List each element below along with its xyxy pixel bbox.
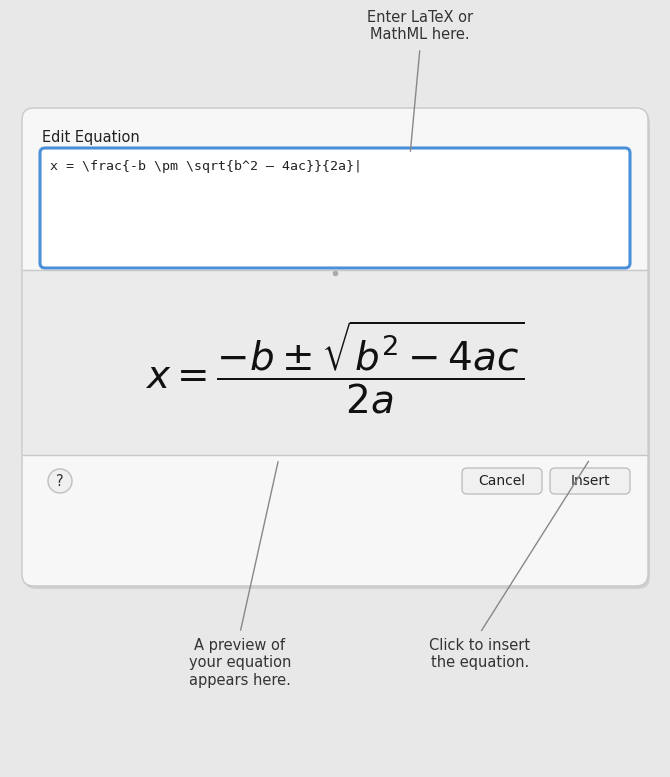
FancyBboxPatch shape bbox=[462, 468, 542, 494]
FancyBboxPatch shape bbox=[40, 148, 630, 268]
Text: x = \frac{-b \pm \sqrt{b^2 – 4ac}}{2a}|: x = \frac{-b \pm \sqrt{b^2 – 4ac}}{2a}| bbox=[50, 160, 362, 173]
FancyBboxPatch shape bbox=[550, 468, 630, 494]
FancyBboxPatch shape bbox=[22, 108, 648, 586]
Text: A preview of
your equation
appears here.: A preview of your equation appears here. bbox=[189, 638, 291, 688]
FancyBboxPatch shape bbox=[23, 270, 647, 455]
Text: Insert: Insert bbox=[570, 474, 610, 488]
Text: Cancel: Cancel bbox=[478, 474, 525, 488]
Circle shape bbox=[48, 469, 72, 493]
Text: Enter LaTeX or
MathML here.: Enter LaTeX or MathML here. bbox=[367, 10, 473, 43]
Text: $x = \dfrac{-b \pm \sqrt{b^2 - 4ac}}{2a}$: $x = \dfrac{-b \pm \sqrt{b^2 - 4ac}}{2a}… bbox=[145, 319, 525, 416]
Text: ?: ? bbox=[56, 473, 64, 489]
FancyBboxPatch shape bbox=[24, 111, 650, 589]
Text: Edit Equation: Edit Equation bbox=[42, 130, 140, 145]
Text: Click to insert
the equation.: Click to insert the equation. bbox=[429, 638, 531, 671]
